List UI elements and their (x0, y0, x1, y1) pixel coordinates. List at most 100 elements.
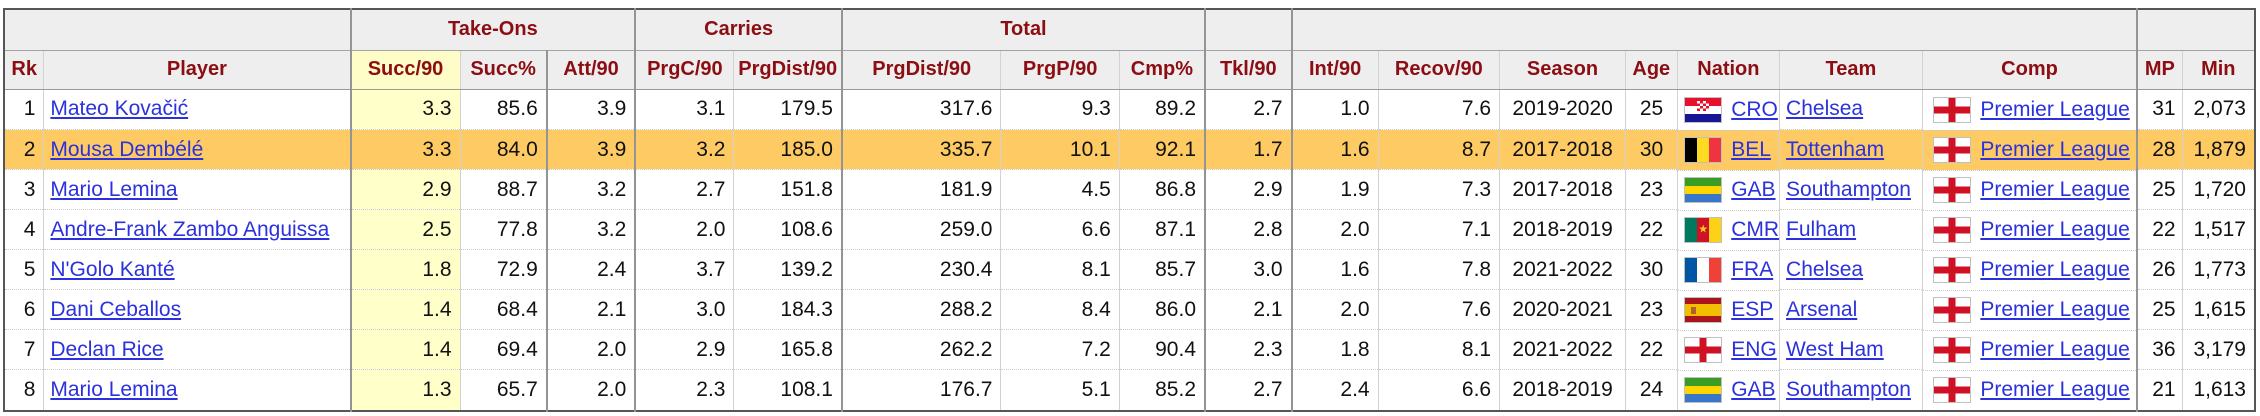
cell-season: 2017-2018 (1499, 169, 1626, 210)
cell-age: 23 (1624, 169, 1678, 210)
cell-mp: 22 (2136, 209, 2183, 250)
player-link[interactable]: Dani Ceballos (50, 297, 182, 321)
comp-link[interactable]: Premier League (1980, 378, 2130, 401)
cell-succ90: 1.4 (349, 329, 461, 370)
nation-link[interactable]: GAB (1731, 178, 1776, 201)
cell-comp: Premier League (1922, 249, 2137, 290)
player-link[interactable]: Mario Lemina (50, 177, 178, 201)
cell-succ-pct: 65.7 (459, 369, 547, 411)
cell-prgp90: 10.1 (1000, 129, 1120, 170)
nation-link[interactable]: CMR (1731, 218, 1780, 241)
cell-prgc90: 3.7 (634, 249, 734, 290)
cell-comp: Premier League (1922, 329, 2137, 370)
cell-nation: ENG (1677, 329, 1780, 370)
cell-tkl90: 2.7 (1204, 369, 1292, 411)
column-header-tkl90[interactable]: Tkl/90 (1204, 50, 1292, 90)
cell-season: 2017-2018 (1499, 129, 1626, 170)
cell-season: 2018-2019 (1499, 209, 1626, 250)
cell-prgp90: 8.4 (1000, 289, 1120, 330)
team-link[interactable]: West Ham (1786, 337, 1884, 361)
column-header-int90[interactable]: Int/90 (1290, 50, 1379, 90)
cell-rk: 7 (3, 329, 44, 370)
player-link[interactable]: Mario Lemina (50, 377, 178, 401)
group-header-spacer-5 (1290, 9, 2138, 51)
cell-recov90: 6.6 (1377, 369, 1500, 411)
table-row: 8 Mario Lemina 1.3 65.7 2.0 2.3 108.1 176.7 5.1 8… (3, 369, 2255, 411)
player-stats-table: Take-Ons Carries Total Rk Player Succ/90 Succ… (3, 8, 2256, 412)
nation-link[interactable]: CRO (1731, 97, 1778, 121)
column-header-prgp90[interactable]: PrgP/90 (1000, 50, 1120, 90)
column-header-succ90[interactable]: Succ/90 (349, 50, 461, 90)
column-header-prgdist90-carry[interactable]: PrgDist/90 (733, 50, 842, 90)
column-header-cmp-pct[interactable]: Cmp% (1118, 50, 1205, 90)
player-link[interactable]: Mateo Kovačić (50, 97, 189, 121)
cell-age: 24 (1624, 369, 1678, 411)
team-link[interactable]: Tottenham (1786, 137, 1885, 161)
column-header-rk[interactable]: Rk (3, 50, 44, 90)
player-link[interactable]: Declan Rice (50, 337, 164, 361)
comp-link[interactable]: Premier League (1980, 138, 2130, 161)
nation-link[interactable]: FRA (1731, 258, 1774, 281)
eng-flag-icon (1933, 137, 1972, 163)
cell-int90: 2.4 (1290, 369, 1379, 411)
comp-link[interactable]: Premier League (1980, 298, 2130, 321)
comp-link[interactable]: Premier League (1980, 218, 2130, 241)
column-header-season[interactable]: Season (1499, 50, 1626, 90)
cell-prgc90: 3.0 (634, 289, 734, 330)
column-header-succ-pct[interactable]: Succ% (459, 50, 547, 90)
comp-link[interactable]: Premier League (1980, 178, 2130, 201)
nation-link[interactable]: ENG (1731, 338, 1777, 361)
column-header-recov90[interactable]: Recov/90 (1377, 50, 1500, 90)
cell-season: 2020-2021 (1499, 289, 1626, 330)
cell-min: 2,073 (2181, 89, 2255, 130)
comp-link[interactable]: Premier League (1980, 338, 2130, 361)
team-link[interactable]: Arsenal (1786, 297, 1858, 321)
cell-team: Arsenal (1779, 289, 1923, 330)
player-link[interactable]: Andre-Frank Zambo Anguissa (50, 217, 330, 241)
cell-prgp90: 8.1 (1000, 249, 1120, 290)
cell-prgdist90-total: 288.2 (840, 289, 1001, 330)
team-link[interactable]: Southampton (1786, 177, 1911, 201)
table-row: 6 Dani Ceballos 1.4 68.4 2.1 3.0 184.3 288.2 8.4… (3, 289, 2255, 330)
cell-min: 1,773 (2181, 249, 2255, 290)
comp-link[interactable]: Premier League (1980, 258, 2130, 281)
cell-player: Mateo Kovačić (43, 89, 351, 130)
cell-prgdist90-carry: 151.8 (733, 169, 842, 210)
team-link[interactable]: Southampton (1786, 377, 1911, 401)
team-link[interactable]: Chelsea (1786, 257, 1864, 281)
cell-recov90: 8.1 (1377, 329, 1500, 370)
cell-min: 1,613 (2181, 369, 2255, 411)
cell-age: 22 (1624, 329, 1678, 370)
column-header-nation[interactable]: Nation (1676, 50, 1780, 90)
cell-att90: 2.0 (545, 369, 636, 411)
cell-prgdist90-total: 230.4 (840, 249, 1001, 290)
column-header-team[interactable]: Team (1779, 50, 1923, 90)
cell-int90: 2.0 (1290, 289, 1379, 330)
cell-player: Mousa Dembélé (43, 129, 351, 170)
cell-tkl90: 2.1 (1204, 289, 1292, 330)
column-header-comp[interactable]: Comp (1921, 50, 2138, 90)
cell-int90: 1.9 (1290, 169, 1379, 210)
cell-player: Dani Ceballos (43, 289, 351, 330)
team-link[interactable]: Chelsea (1786, 97, 1864, 121)
cell-prgdist90-total: 181.9 (840, 169, 1001, 210)
player-link[interactable]: N'Golo Kanté (50, 257, 175, 281)
column-header-att90[interactable]: Att/90 (545, 50, 636, 90)
nation-link[interactable]: GAB (1731, 378, 1776, 401)
team-link[interactable]: Fulham (1786, 217, 1857, 241)
nation-link[interactable]: BEL (1731, 138, 1771, 161)
eng-flag-icon (1933, 96, 1972, 123)
cell-recov90: 7.8 (1377, 249, 1500, 290)
column-header-prgdist90-total[interactable]: PrgDist/90 (840, 50, 1001, 90)
column-header-min[interactable]: Min (2181, 50, 2255, 90)
column-header-player[interactable]: Player (43, 50, 351, 90)
column-header-prgc90[interactable]: PrgC/90 (634, 50, 734, 90)
column-header-age[interactable]: Age (1624, 50, 1678, 90)
comp-link[interactable]: Premier League (1980, 97, 2130, 121)
column-header-mp[interactable]: MP (2136, 50, 2183, 90)
cell-cmp-pct: 85.7 (1118, 249, 1205, 290)
player-link[interactable]: Mousa Dembélé (50, 137, 204, 161)
cell-succ-pct: 88.7 (459, 169, 547, 210)
nation-link[interactable]: ESP (1731, 298, 1774, 321)
